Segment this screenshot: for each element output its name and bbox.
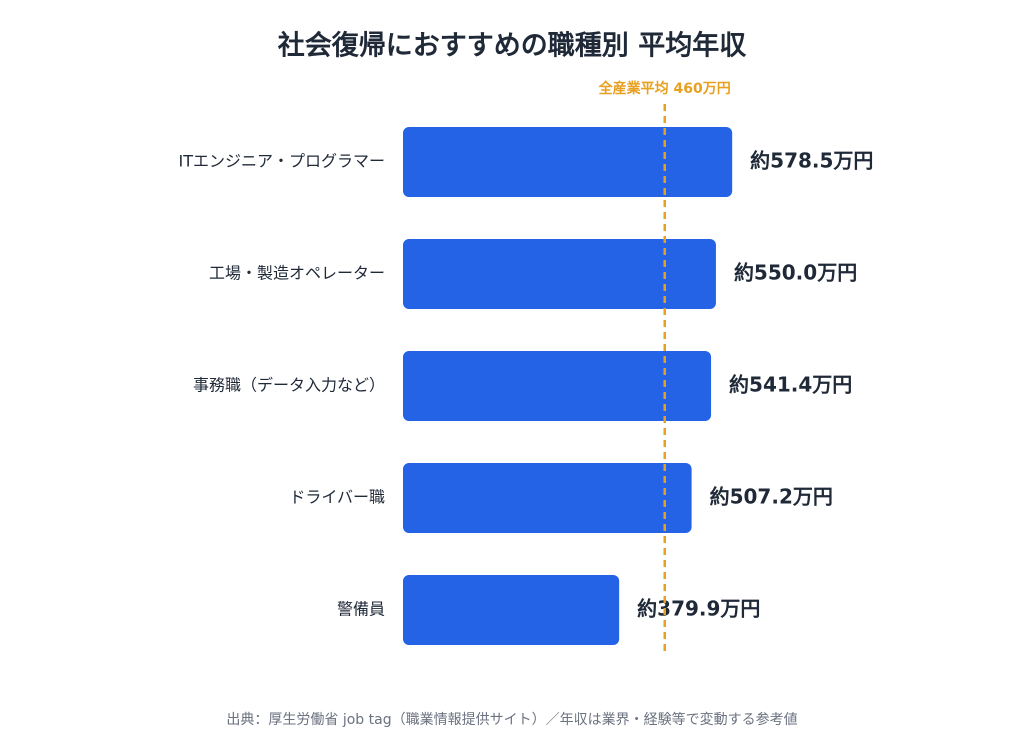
value-label: 約507.2万円	[710, 485, 833, 509]
chart-title: 社会復帰におすすめの職種別 平均年収	[278, 30, 747, 62]
value-label: 約379.9万円	[637, 597, 760, 621]
category-label: ドライバー職	[289, 488, 385, 507]
bar	[403, 239, 716, 309]
reference-label: 全産業平均 460万円	[598, 80, 731, 97]
bar	[403, 463, 692, 533]
bar	[403, 127, 733, 197]
category-label: 事務職（データ入力など）	[193, 376, 385, 395]
value-label: 約578.5万円	[750, 149, 873, 173]
value-label: 約541.4万円	[729, 373, 852, 397]
value-label: 約550.0万円	[734, 261, 857, 285]
category-label: 警備員	[337, 600, 385, 619]
category-label: ITエンジニア・プログラマー	[179, 152, 386, 171]
source-note: 出典：厚生労働省 job tag（職業情報提供サイト）／年収は業界・経験等で変動…	[226, 711, 797, 728]
bar	[403, 351, 712, 421]
category-label: 工場・製造オペレーター	[209, 264, 385, 283]
bar	[403, 575, 620, 645]
